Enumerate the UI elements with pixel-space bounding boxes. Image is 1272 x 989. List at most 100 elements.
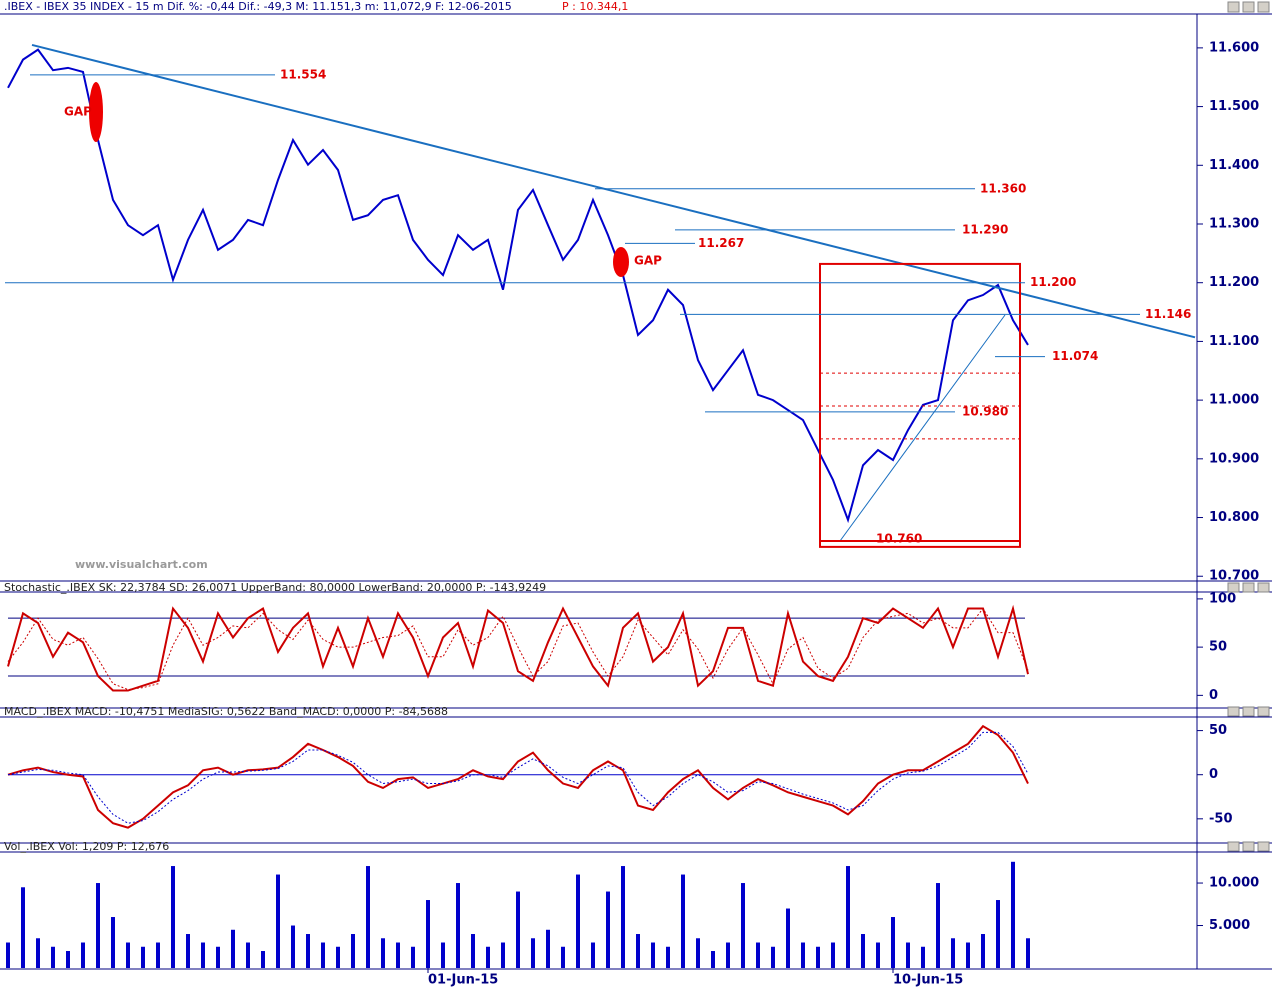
bar (216, 946, 220, 968)
bar (771, 946, 775, 968)
panel-title: MACD_.IBEX MACD: -10,4751 MediaSIG: 0,56… (4, 705, 448, 718)
bar (171, 866, 175, 968)
button[interactable] (1257, 706, 1270, 717)
watermark: www.visualchart.com (75, 558, 208, 571)
button[interactable] (1242, 841, 1255, 852)
bar (1026, 938, 1030, 968)
button[interactable] (1257, 582, 1270, 593)
button[interactable] (1257, 841, 1270, 852)
series-line (7, 724, 1029, 829)
bar (1011, 861, 1015, 968)
bar (876, 942, 880, 968)
bar (246, 942, 250, 968)
button[interactable] (1227, 582, 1240, 593)
bar (141, 946, 145, 968)
y-tick-label: 100 (1209, 591, 1236, 606)
support-line (839, 314, 1006, 542)
panel-title: Stochastic_.IBEX SK: 22,3784 SD: 26,0071… (4, 581, 546, 594)
bar (351, 934, 355, 968)
bar (996, 900, 1000, 968)
bar (486, 946, 490, 968)
bar (186, 934, 190, 968)
y-tick-label: 10.900 (1209, 451, 1259, 466)
bar (411, 946, 415, 968)
button[interactable] (1257, 1, 1270, 13)
y-tick-label: 0 (1209, 688, 1218, 703)
y-tick-label: 50 (1209, 723, 1227, 738)
level-label: 10.760 (876, 532, 922, 546)
bar (741, 883, 745, 968)
bar (966, 942, 970, 968)
box (819, 262, 1021, 548)
bar (711, 951, 715, 968)
bar (606, 891, 610, 968)
bar (21, 887, 25, 968)
button[interactable] (1242, 582, 1255, 593)
bar (921, 946, 925, 968)
bar (291, 925, 295, 968)
bar (846, 866, 850, 968)
bar (756, 942, 760, 968)
bar (201, 942, 205, 968)
chart-title: .IBEX - IBEX 35 INDEX - 15 m Dif. %: -0,… (4, 0, 512, 13)
bar (441, 942, 445, 968)
series-line (7, 604, 1029, 692)
bar (831, 942, 835, 968)
gap-marker (89, 82, 103, 142)
bar (801, 942, 805, 968)
bar (651, 942, 655, 968)
y-tick-label: 10.000 (1209, 876, 1259, 891)
y-tick-label: 50 (1209, 640, 1227, 655)
bar (261, 951, 265, 968)
bar (561, 946, 565, 968)
button[interactable] (1227, 1, 1240, 13)
bar (366, 866, 370, 968)
y-tick-label: 11.100 (1209, 334, 1259, 349)
button[interactable] (1242, 706, 1255, 717)
bar (546, 929, 550, 968)
bar (636, 934, 640, 968)
bar (336, 946, 340, 968)
trend-line (31, 43, 1196, 339)
bar (111, 917, 115, 968)
bar (81, 942, 85, 968)
bar (501, 942, 505, 968)
window-buttons[interactable] (1227, 1, 1270, 13)
y-tick-label: 11.300 (1209, 216, 1259, 231)
bar (951, 938, 955, 968)
level-label: 11.267 (698, 236, 744, 250)
button[interactable] (1227, 841, 1240, 852)
x-tick-label: 10-Jun-15 (893, 973, 963, 988)
y-tick-label: 0 (1209, 767, 1218, 782)
bar (906, 942, 910, 968)
level-label: 11.554 (280, 67, 326, 81)
y-tick-label: 10.800 (1209, 510, 1259, 525)
bar (396, 942, 400, 968)
level-label: 11.146 (1145, 307, 1191, 321)
bar (6, 942, 10, 968)
bar (666, 946, 670, 968)
y-tick-label: 11.500 (1209, 99, 1259, 114)
y-tick-label: 11.600 (1209, 40, 1259, 55)
bar (456, 883, 460, 968)
bar (51, 946, 55, 968)
level-label: 10.980 (962, 404, 1008, 418)
bar (96, 883, 100, 968)
level-label: 11.290 (962, 222, 1008, 236)
series-line (7, 731, 1029, 824)
bar (621, 866, 625, 968)
bar (591, 942, 595, 968)
bar (471, 934, 475, 968)
button[interactable] (1227, 706, 1240, 717)
y-tick-label: 11.000 (1209, 393, 1259, 408)
chart-subtitle: P : 10.344,1 (562, 0, 628, 13)
bar (936, 883, 940, 968)
series-line (7, 607, 1029, 691)
bar (231, 929, 235, 968)
gap-label: GAP (64, 105, 92, 119)
bar (696, 938, 700, 968)
button[interactable] (1242, 1, 1255, 13)
bar (981, 934, 985, 968)
